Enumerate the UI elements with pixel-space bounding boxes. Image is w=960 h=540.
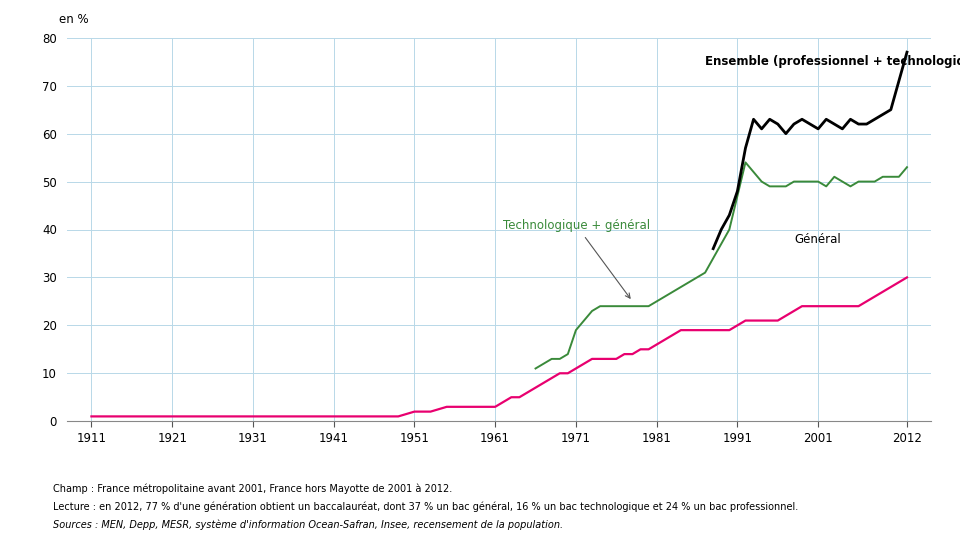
Text: Technologique + général: Technologique + général bbox=[503, 219, 650, 298]
Text: Sources : MEN, Depp, MESR, système d'information Ocean-Safran, Insee, recensemen: Sources : MEN, Depp, MESR, système d'inf… bbox=[53, 519, 563, 530]
Text: Champ : France métropolitaine avant 2001, France hors Mayotte de 2001 à 2012.: Champ : France métropolitaine avant 2001… bbox=[53, 483, 452, 494]
Text: Lecture : en 2012, 77 % d'une génération obtient un baccalauréat, dont 37 % un b: Lecture : en 2012, 77 % d'une génération… bbox=[53, 501, 798, 511]
Text: Ensemble (professionnel + technologique + général): Ensemble (professionnel + technologique … bbox=[705, 55, 960, 68]
Text: Général: Général bbox=[794, 233, 841, 246]
Text: en %: en % bbox=[59, 14, 88, 26]
